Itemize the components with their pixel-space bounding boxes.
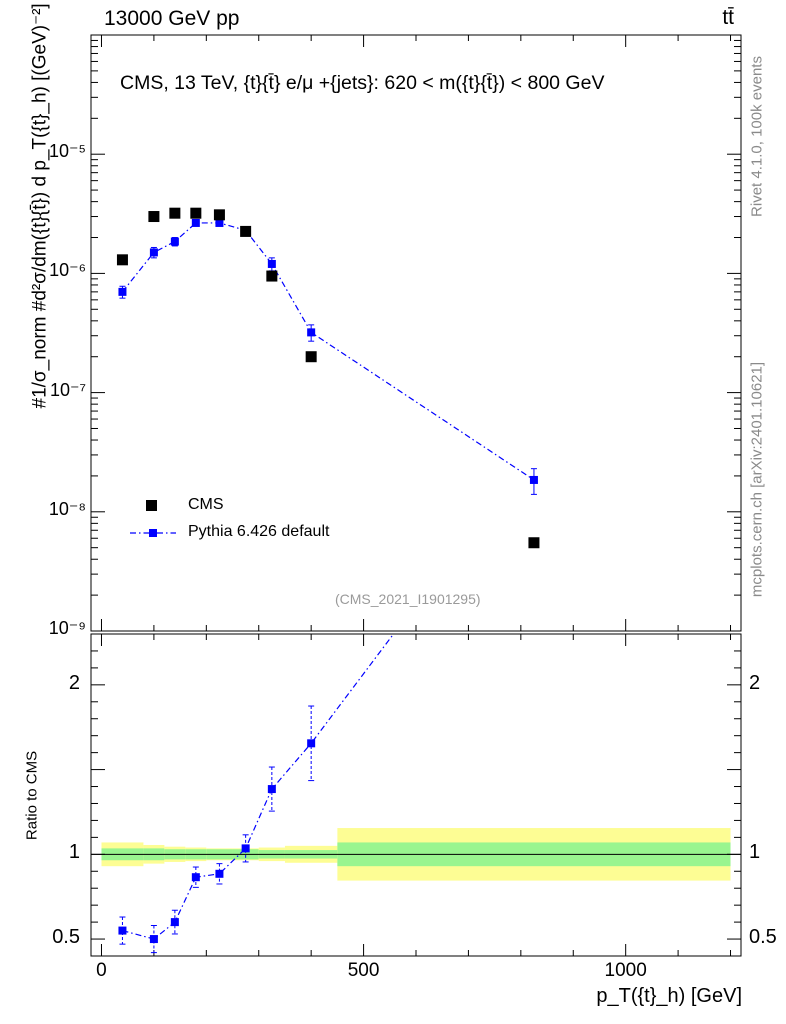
ratio-point <box>307 739 316 748</box>
y-tick-label: 10⁻⁶ <box>49 260 86 281</box>
cms-point <box>213 209 225 221</box>
ratio-tick-label-left: 2 <box>68 671 80 694</box>
cms-point <box>116 254 128 266</box>
rivet-label: Rivet 4.1.0, 100k events <box>748 56 766 217</box>
x-tick-label: 0 <box>96 960 107 981</box>
cms-point <box>190 207 202 219</box>
legend <box>130 500 176 537</box>
x-tick-label: 1000 <box>604 960 647 981</box>
axes <box>91 35 741 957</box>
source-label: mcplots.cern.ch [arXiv:2401.10621] <box>748 361 766 598</box>
x-axis-label: p_T({t}_h) [GeV] <box>596 985 742 1007</box>
ratio-point <box>215 869 224 878</box>
analysis-id: (CMS_2021_I1901295) <box>335 591 481 607</box>
ratio-point <box>241 844 250 853</box>
y-tick-label: 10⁻⁵ <box>49 141 86 162</box>
x-tick-label: 500 <box>347 960 380 981</box>
cms-point <box>148 211 160 223</box>
ratio-tick-label-left: 1 <box>68 841 80 864</box>
ratio-tick-label-right: 1 <box>749 841 761 864</box>
mc-point <box>149 248 158 257</box>
ratio-point <box>191 873 200 882</box>
mc-point <box>118 287 127 296</box>
ratio-point <box>118 926 127 935</box>
legend-label-cms: CMS <box>188 496 224 513</box>
ratio-tick-label-right: 2 <box>749 671 761 694</box>
legend-cms-marker <box>146 500 157 511</box>
ratio-panel-frame <box>90 633 742 957</box>
energy-label: 13000 GeV pp <box>104 7 240 30</box>
y-tick-label: 10⁻⁸ <box>48 498 86 519</box>
ratio-point <box>267 785 276 794</box>
ratio-y-axis-label: Ratio to CMS <box>23 750 41 841</box>
mc-point <box>307 328 316 337</box>
cms-point <box>169 207 181 219</box>
ratio-tick-label-left: 0.5 <box>52 926 80 949</box>
cms-point <box>240 225 252 237</box>
main-series <box>116 207 540 549</box>
mc-point <box>215 218 224 227</box>
legend-mc-marker <box>149 529 157 537</box>
mc-line <box>121 222 535 481</box>
cms-point <box>528 537 540 549</box>
cms-point <box>266 270 278 282</box>
ratio-line <box>122 634 395 940</box>
ratio-point <box>149 935 158 944</box>
ratio-point <box>170 918 179 927</box>
process-label: tt̄ <box>722 6 734 29</box>
ratio-tick-label-right: 0.5 <box>749 926 777 949</box>
y-axis-label: #1/σ_norm #d²σ/dm({t}{t̄}) d p_T({t}_h) … <box>29 3 51 409</box>
y-tick-label: 10⁻⁷ <box>49 379 86 400</box>
ratio-series <box>118 634 395 954</box>
cms-point <box>305 351 317 363</box>
legend-label-mc: Pythia 6.426 default <box>188 523 330 540</box>
mc-point <box>267 259 276 268</box>
chart-title: CMS, 13 TeV, {t}{t̄} e/μ +{jets}: 620 < … <box>120 72 605 94</box>
mc-point <box>170 237 179 246</box>
mc-point <box>529 475 538 484</box>
mc-point <box>191 218 200 227</box>
main-panel-frame <box>90 34 742 632</box>
y-tick-label: 10⁻⁹ <box>48 618 86 638</box>
